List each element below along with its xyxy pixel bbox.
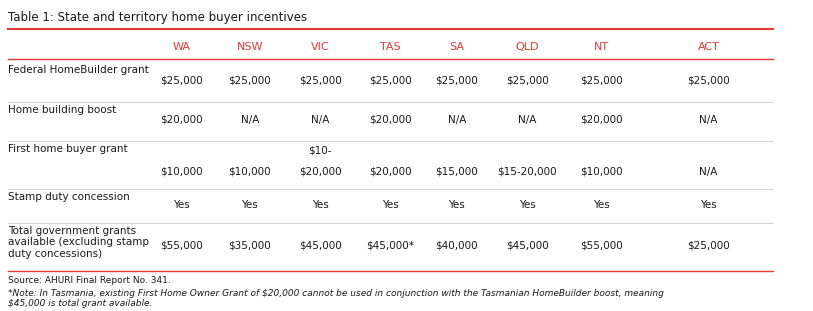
Text: $25,000: $25,000 <box>369 75 412 85</box>
Text: $15-20,000: $15-20,000 <box>498 167 557 177</box>
Text: $25,000: $25,000 <box>228 75 272 85</box>
Text: N/A: N/A <box>311 115 329 125</box>
Text: $20,000: $20,000 <box>369 115 411 125</box>
Text: Total government grants
available (excluding stamp
duty concessions): Total government grants available (exclu… <box>8 226 149 259</box>
Text: $20,000: $20,000 <box>580 115 623 125</box>
Text: $55,000: $55,000 <box>160 240 203 250</box>
Text: $40,000: $40,000 <box>436 240 478 250</box>
Text: $20,000: $20,000 <box>369 167 411 177</box>
Text: Table 1: State and territory home buyer incentives: Table 1: State and territory home buyer … <box>8 11 307 24</box>
Text: N/A: N/A <box>448 115 466 125</box>
Text: $25,000: $25,000 <box>506 75 549 85</box>
Text: $10,000: $10,000 <box>228 167 272 177</box>
Text: QLD: QLD <box>515 42 539 53</box>
Text: $10-: $10- <box>308 146 332 156</box>
Text: $20,000: $20,000 <box>299 167 341 177</box>
Text: Federal HomeBuilder grant: Federal HomeBuilder grant <box>8 65 149 75</box>
Text: $45,000: $45,000 <box>299 240 341 250</box>
Text: Yes: Yes <box>593 200 610 210</box>
Text: Yes: Yes <box>173 200 190 210</box>
Text: SA: SA <box>450 42 464 53</box>
Text: Yes: Yes <box>382 200 399 210</box>
Text: N/A: N/A <box>699 115 718 125</box>
Text: Yes: Yes <box>312 200 328 210</box>
Text: Home building boost: Home building boost <box>8 104 116 114</box>
Text: N/A: N/A <box>699 167 718 177</box>
Text: Yes: Yes <box>449 200 465 210</box>
Text: $25,000: $25,000 <box>436 75 478 85</box>
Text: $45,000*: $45,000* <box>367 240 415 250</box>
Text: Stamp duty concession: Stamp duty concession <box>8 193 129 202</box>
Text: First home buyer grant: First home buyer grant <box>8 144 128 154</box>
Text: N/A: N/A <box>241 115 259 125</box>
Text: *Note: In Tasmania, existing First Home Owner Grant of $20,000 cannot be used in: *Note: In Tasmania, existing First Home … <box>8 289 663 308</box>
Text: VIC: VIC <box>311 42 329 53</box>
Text: $25,000: $25,000 <box>687 75 730 85</box>
Text: $25,000: $25,000 <box>160 75 203 85</box>
Text: $15,000: $15,000 <box>436 167 478 177</box>
Text: TAS: TAS <box>380 42 401 53</box>
Text: Yes: Yes <box>519 200 536 210</box>
Text: ACT: ACT <box>698 42 720 53</box>
Text: $45,000: $45,000 <box>506 240 549 250</box>
Text: WA: WA <box>172 42 190 53</box>
Text: Yes: Yes <box>700 200 717 210</box>
Text: $25,000: $25,000 <box>580 75 623 85</box>
Text: $25,000: $25,000 <box>299 75 341 85</box>
Text: $10,000: $10,000 <box>160 167 203 177</box>
Text: $55,000: $55,000 <box>580 240 623 250</box>
Text: $10,000: $10,000 <box>580 167 623 177</box>
Text: NT: NT <box>593 42 609 53</box>
Text: $25,000: $25,000 <box>687 240 730 250</box>
Text: NSW: NSW <box>237 42 263 53</box>
Text: Yes: Yes <box>241 200 259 210</box>
Text: Source: AHURI Final Report No. 341.: Source: AHURI Final Report No. 341. <box>8 276 171 285</box>
Text: $20,000: $20,000 <box>160 115 203 125</box>
Text: N/A: N/A <box>518 115 537 125</box>
Text: $35,000: $35,000 <box>228 240 272 250</box>
